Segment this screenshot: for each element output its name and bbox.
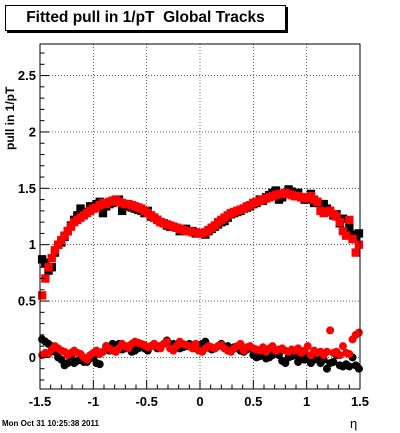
data-point-square — [60, 231, 69, 240]
data-point-square — [351, 248, 360, 257]
data-point-square — [98, 208, 108, 218]
ticks-layer: -1.5 -1 -0.5 0 0.5 1 1.5 0 0.5 1 1.5 2 2.5 — [18, 52, 369, 409]
data-point-square — [335, 217, 344, 227]
data-point-square — [354, 240, 364, 249]
y-tick-label: 0.5 — [18, 294, 36, 309]
data-point-square — [341, 231, 351, 240]
data-point-square — [348, 234, 357, 244]
x-tick-label: -1 — [88, 394, 100, 409]
data-point-square — [53, 240, 63, 249]
y-tick-label: 2 — [29, 124, 36, 139]
data-point-circle — [335, 351, 344, 360]
data-point-square — [66, 222, 76, 231]
data-point-circle — [329, 357, 338, 366]
data-point-square — [313, 197, 322, 207]
grid-layer — [40, 44, 360, 389]
data-point-square — [345, 223, 354, 232]
data-point-square — [117, 206, 127, 216]
y-tick-label: 2.5 — [18, 68, 36, 83]
y-tick-label: 0 — [29, 350, 36, 365]
data-point-square — [50, 246, 60, 255]
chart-title: Fitted pull in 1/pT Global Tracks — [5, 5, 286, 31]
y-tick-label: 1.5 — [18, 181, 36, 196]
data-point-circle — [303, 342, 312, 351]
data-point-circle — [322, 347, 331, 356]
data-point-circle — [63, 359, 72, 368]
data-point-circle — [345, 362, 354, 371]
data-point-circle — [338, 342, 347, 351]
data-point-circle — [354, 364, 363, 373]
data-point-square — [348, 230, 357, 239]
data-point-circle — [95, 360, 104, 369]
data-point-square — [37, 291, 47, 300]
datestamp: Mon Oct 31 10:25:38 2011 — [2, 419, 99, 428]
y-tick-label: 1 — [29, 237, 36, 252]
data-point-square — [41, 258, 50, 267]
data-point-square — [338, 226, 348, 236]
x-tick-label: 0 — [196, 394, 203, 409]
x-axis-label: η — [350, 416, 358, 431]
data-point-square — [63, 226, 72, 236]
data-point-circle — [326, 326, 335, 335]
data-point-circle — [162, 337, 171, 346]
data-point-circle — [236, 339, 245, 348]
data-point-square — [345, 215, 354, 225]
data-point-circle — [191, 339, 200, 348]
x-tick-label: -0.5 — [135, 394, 157, 409]
data-point-square — [41, 274, 50, 283]
data-point-square — [354, 229, 364, 238]
data-point-square — [57, 235, 66, 245]
marks-layer — [37, 185, 364, 373]
x-tick-label: 1.5 — [351, 394, 369, 409]
data-point-square — [44, 263, 53, 272]
x-tick-label: 0.5 — [244, 394, 262, 409]
data-point-circle — [345, 350, 354, 359]
x-tick-label: -1.5 — [29, 394, 51, 409]
data-point-circle — [354, 328, 363, 337]
x-tick-label: 1 — [303, 394, 310, 409]
data-point-square — [319, 199, 328, 209]
data-point-square — [332, 212, 341, 221]
data-point-square — [47, 254, 56, 263]
